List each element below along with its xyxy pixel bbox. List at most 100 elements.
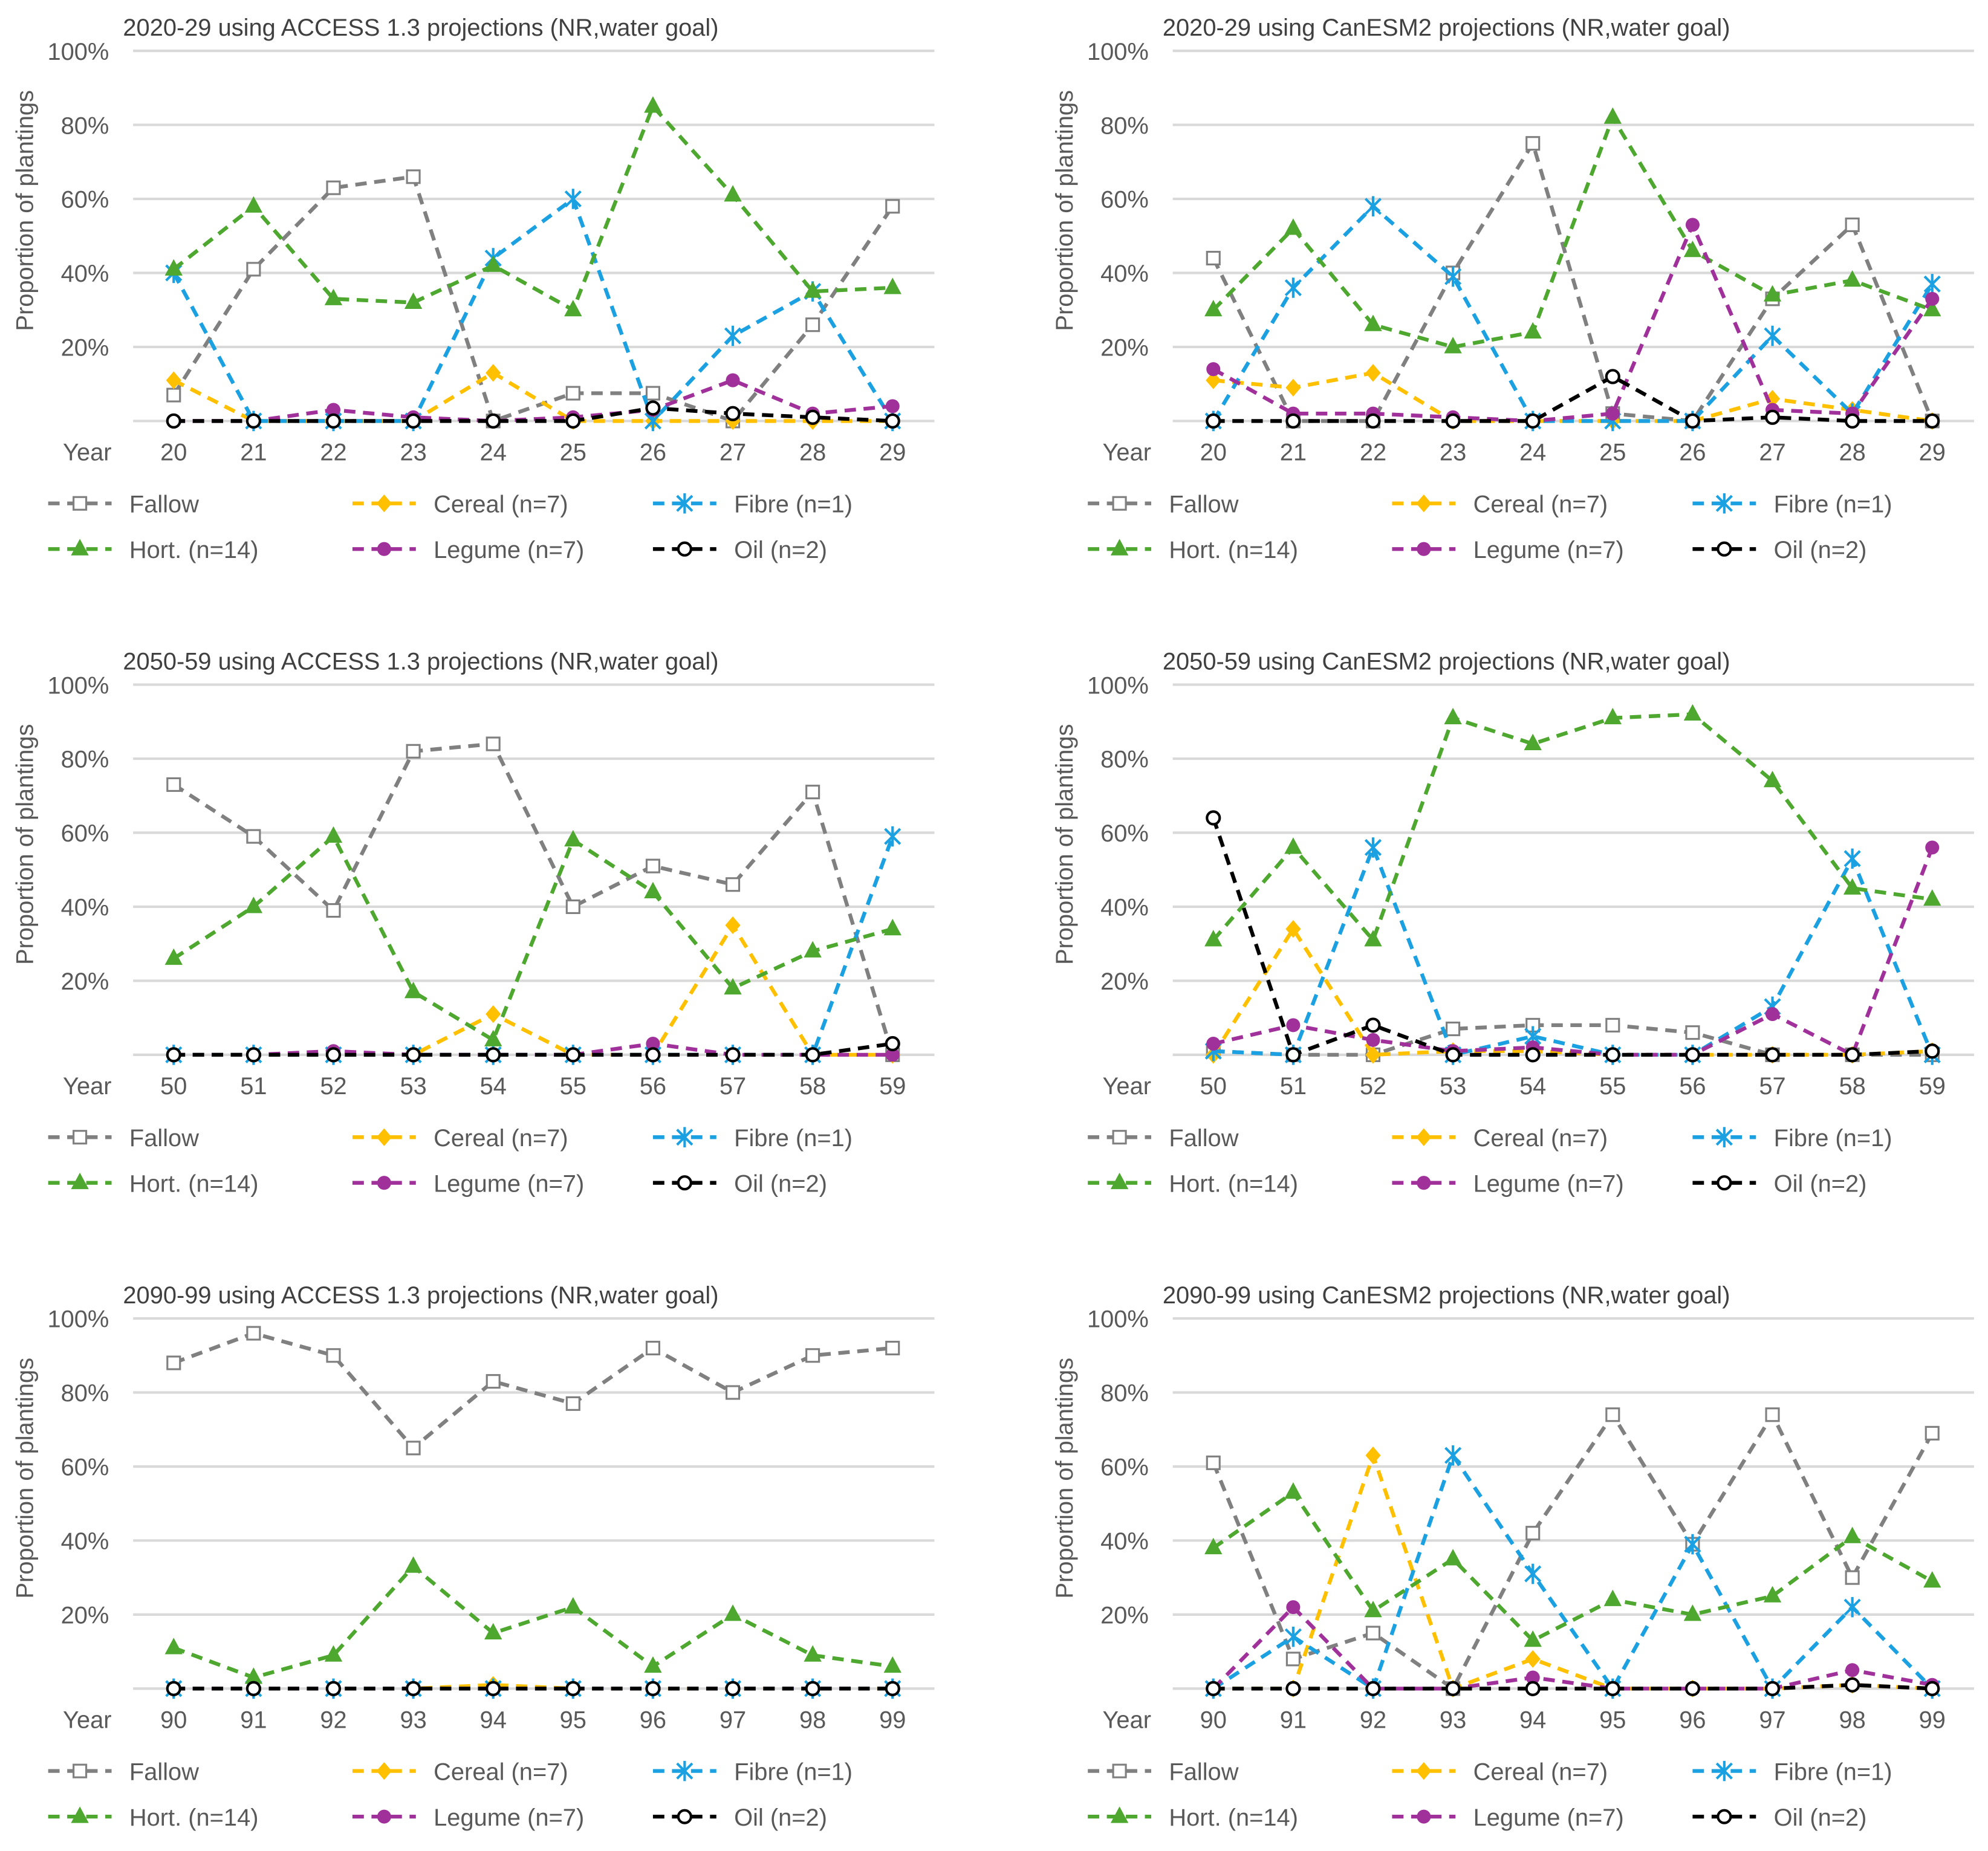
x-tick-label: 24 xyxy=(1519,439,1546,465)
legend-label: Fibre (n=1) xyxy=(1774,1125,1892,1152)
series-line xyxy=(1213,374,1932,423)
y-tick-label: 80% xyxy=(1100,747,1149,773)
legend-label: Fibre (n=1) xyxy=(734,1125,853,1152)
data-point xyxy=(1684,1534,1701,1555)
x-tick-label: 53 xyxy=(1440,1073,1466,1100)
data-point xyxy=(1444,707,1462,725)
data-point xyxy=(1764,1681,1781,1696)
data-point xyxy=(1845,1047,1860,1063)
x-axis-label: Year xyxy=(1103,439,1151,465)
data-point xyxy=(1444,1549,1462,1566)
x-tick-label: 99 xyxy=(1919,1707,1946,1733)
data-point xyxy=(404,1556,423,1573)
legend-item: Legume (n=7) xyxy=(352,1804,584,1831)
chart-panel: 2050-59 using ACCESS 1.3 projections (NR… xyxy=(12,648,935,1197)
legend-marker-icon xyxy=(1110,1806,1129,1823)
data-point xyxy=(166,413,181,429)
data-point xyxy=(1285,1652,1301,1667)
legend-marker-icon xyxy=(1112,496,1127,511)
data-point xyxy=(725,877,741,892)
legend-label: Oil (n=2) xyxy=(1774,537,1867,563)
data-point xyxy=(1364,314,1382,331)
data-point xyxy=(406,1681,421,1696)
y-tick-label: 60% xyxy=(61,1454,109,1481)
legend-label: Fallow xyxy=(1169,1759,1238,1785)
data-point xyxy=(1845,413,1860,429)
data-point xyxy=(1845,1663,1860,1678)
legend-label: Oil (n=2) xyxy=(1774,1170,1867,1197)
x-tick-label: 94 xyxy=(480,1707,507,1733)
legend-item: Hort. (n=14) xyxy=(48,537,259,563)
data-point xyxy=(883,277,901,294)
data-point xyxy=(406,169,421,184)
legend-marker-icon xyxy=(1112,1763,1127,1778)
series-line xyxy=(172,195,894,425)
data-point xyxy=(805,409,820,425)
series-fibre xyxy=(1204,196,1941,432)
series-cereal xyxy=(1206,1446,1940,1698)
legend-label: Legume (n=7) xyxy=(434,537,584,563)
data-point xyxy=(1445,1681,1461,1696)
data-point xyxy=(244,196,263,213)
data-point xyxy=(1365,1446,1381,1465)
data-point xyxy=(324,1645,343,1662)
legend-marker-icon xyxy=(1416,494,1432,513)
y-tick-label: 60% xyxy=(61,187,109,213)
legend-label: Legume (n=7) xyxy=(434,1170,584,1197)
legend-item: Oil (n=2) xyxy=(652,1804,827,1831)
data-point xyxy=(486,364,501,382)
data-point xyxy=(1925,840,1940,855)
chart-panel: 2090-99 using CanESM2 projections (NR,wa… xyxy=(1051,1282,1974,1831)
y-tick-label: 40% xyxy=(1100,1528,1149,1555)
chart-panel: 2050-59 using CanESM2 projections (NR,wa… xyxy=(1051,648,1974,1197)
data-point xyxy=(1204,299,1223,317)
y-tick-label: 40% xyxy=(61,1528,109,1555)
data-point xyxy=(645,1681,661,1696)
data-point xyxy=(1206,362,1221,377)
series-line xyxy=(172,103,893,313)
series-line xyxy=(1213,842,1934,1057)
data-point xyxy=(1365,413,1381,429)
data-point xyxy=(1206,810,1221,826)
data-point xyxy=(1285,1047,1301,1063)
data-point xyxy=(1763,1586,1782,1603)
legend-label: Fibre (n=1) xyxy=(1774,1759,1892,1785)
data-point xyxy=(484,1622,502,1639)
data-point xyxy=(1364,1600,1382,1618)
x-tick-label: 21 xyxy=(1280,439,1307,465)
legend-marker-icon xyxy=(677,1175,692,1191)
x-tick-label: 59 xyxy=(879,1073,906,1100)
data-point xyxy=(325,1681,342,1696)
y-tick-label: 20% xyxy=(1100,1603,1149,1629)
data-point xyxy=(805,1681,820,1696)
data-point xyxy=(1764,1047,1781,1063)
legend-marker-icon xyxy=(71,1806,89,1823)
data-point xyxy=(244,1667,263,1684)
data-point xyxy=(1364,930,1382,947)
data-point xyxy=(404,292,423,309)
legend-item: Fallow xyxy=(1088,1759,1239,1785)
x-tick-label: 92 xyxy=(320,1707,346,1733)
data-point xyxy=(1683,1604,1702,1621)
legend-label: Hort. (n=14) xyxy=(1169,1804,1298,1831)
y-tick-label: 80% xyxy=(61,112,109,139)
data-point xyxy=(645,858,660,874)
data-point xyxy=(726,373,740,387)
data-point xyxy=(246,1326,261,1341)
data-point xyxy=(644,881,662,898)
data-point xyxy=(1284,277,1302,298)
x-tick-label: 20 xyxy=(1200,439,1227,465)
x-tick-label: 50 xyxy=(1200,1073,1227,1100)
data-point xyxy=(885,1340,900,1356)
data-point xyxy=(324,826,343,843)
data-point xyxy=(1204,1537,1223,1555)
y-axis-label: Proportion of plantings xyxy=(12,724,39,965)
data-point xyxy=(326,903,341,918)
legend-item: Fibre (n=1) xyxy=(1692,491,1892,517)
data-point xyxy=(1364,837,1382,858)
legend-label: Fallow xyxy=(129,1759,199,1785)
data-point xyxy=(1603,1589,1622,1606)
data-point xyxy=(565,413,581,429)
data-point xyxy=(1206,413,1221,429)
data-point xyxy=(804,1645,822,1662)
